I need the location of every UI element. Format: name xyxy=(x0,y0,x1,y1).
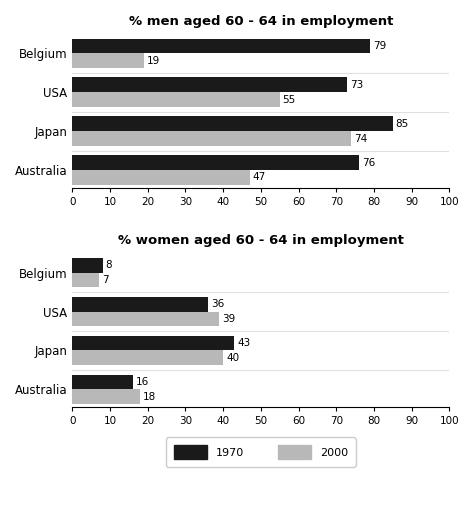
Text: 73: 73 xyxy=(350,80,364,90)
Bar xyxy=(73,155,359,170)
Bar xyxy=(73,389,140,404)
Bar xyxy=(73,170,249,185)
Bar xyxy=(73,116,392,131)
Text: 16: 16 xyxy=(136,377,149,387)
Bar xyxy=(73,350,223,365)
Bar xyxy=(73,258,103,273)
Title: % women aged 60 - 64 in employment: % women aged 60 - 64 in employment xyxy=(118,234,404,247)
Text: 39: 39 xyxy=(222,314,236,324)
Text: 76: 76 xyxy=(362,158,375,167)
Bar xyxy=(73,273,99,287)
Title: % men aged 60 - 64 in employment: % men aged 60 - 64 in employment xyxy=(128,15,393,28)
Bar xyxy=(73,297,208,311)
Text: 19: 19 xyxy=(147,56,160,66)
Text: 36: 36 xyxy=(211,299,224,309)
Text: 47: 47 xyxy=(253,173,266,182)
Text: 8: 8 xyxy=(106,260,112,270)
Text: 79: 79 xyxy=(373,41,386,51)
Bar xyxy=(73,336,235,350)
Bar xyxy=(73,92,280,107)
Text: 74: 74 xyxy=(354,134,367,143)
Text: 43: 43 xyxy=(237,338,251,348)
Bar xyxy=(73,375,133,389)
Bar xyxy=(73,53,144,68)
Bar xyxy=(73,38,370,53)
Text: 7: 7 xyxy=(102,275,109,285)
Text: 40: 40 xyxy=(226,353,239,363)
Legend: 1970, 2000: 1970, 2000 xyxy=(166,437,356,466)
Bar xyxy=(73,77,347,92)
Text: 55: 55 xyxy=(283,95,296,104)
Bar xyxy=(73,131,351,146)
Bar xyxy=(73,311,219,326)
Text: 85: 85 xyxy=(396,119,409,129)
Text: 18: 18 xyxy=(143,392,156,402)
